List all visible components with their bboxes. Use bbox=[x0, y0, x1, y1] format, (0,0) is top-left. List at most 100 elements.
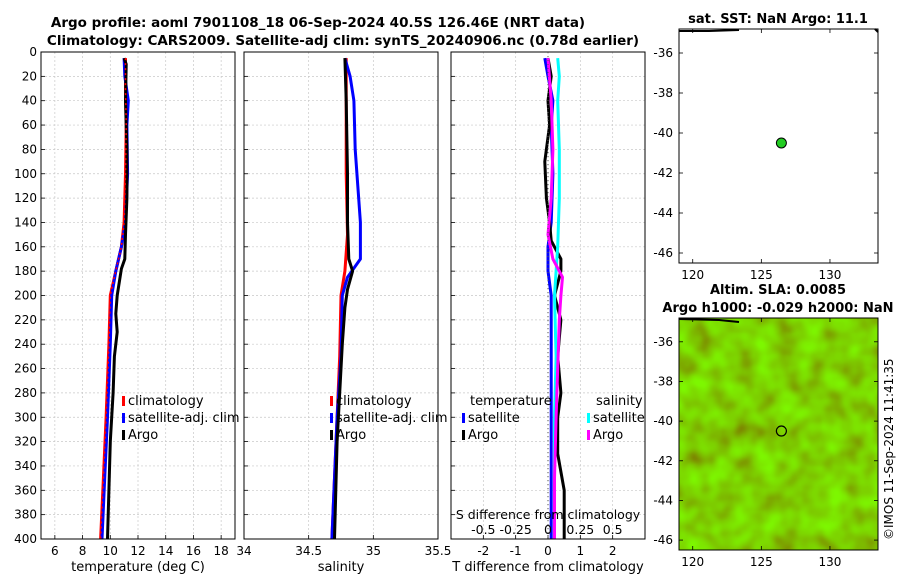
difference-series-temperature-argo bbox=[543, 57, 566, 539]
temperature-xlabel: temperature (deg C) bbox=[71, 560, 205, 575]
sst_map-frame bbox=[678, 28, 879, 264]
depth-tick-label: 400 bbox=[14, 532, 37, 546]
temperature-xtick-label: 6 bbox=[51, 544, 59, 558]
depth-tick-label: 340 bbox=[14, 459, 37, 473]
temperature-climatology-dots bbox=[99, 58, 127, 539]
temperature-legend-label: Argo bbox=[128, 428, 158, 443]
sst-map-title: sat. SST: NaN Argo: 11.1 bbox=[688, 12, 868, 27]
sla_map-xtick-label: 125 bbox=[750, 555, 773, 569]
sla_map-frame bbox=[678, 317, 879, 551]
sla_map-ytick-label: -36 bbox=[653, 335, 673, 349]
difference-salinity-legend-label: Argo bbox=[593, 428, 623, 443]
difference-xtick-label: 2 bbox=[609, 544, 617, 558]
temperature-xtick-label: 16 bbox=[186, 544, 201, 558]
salinity-legend-label: satellite-adj. clim bbox=[336, 411, 448, 426]
sst-argo-position-marker bbox=[775, 137, 787, 149]
salinity-xtick-label: 34 bbox=[236, 544, 251, 558]
depth-tick-label: 120 bbox=[14, 191, 37, 205]
temperature-panel: 0 20 40 60 80 100 120 140 160 180 200 220 240 260 280 3… bbox=[14, 45, 240, 575]
difference-xlabel: T difference from climatology bbox=[451, 560, 644, 575]
imos-timestamp: ©IMOS 11-Sep-2024 11:41:35 bbox=[882, 358, 896, 540]
depth-tick-label: 180 bbox=[14, 264, 37, 278]
temperature-xtick-label: 8 bbox=[79, 544, 87, 558]
temperature-legend-label: satellite-adj. clim bbox=[128, 411, 240, 426]
difference-series-group bbox=[543, 57, 566, 539]
salinity-xtick-label: 34.5 bbox=[295, 544, 322, 558]
sst-coastline bbox=[679, 29, 740, 32]
depth-tick-label: 220 bbox=[14, 313, 37, 327]
difference-salinity-legend-label: satellite bbox=[593, 411, 645, 426]
sla_map-ytick-label: -38 bbox=[653, 374, 673, 388]
depth-tick-label: 240 bbox=[14, 337, 37, 351]
temperature-legend-swatch bbox=[122, 430, 125, 440]
sla_map-panel: -36 -38 -40 -42 -44 -46 120 125 130 Altim. SLA: 0… bbox=[653, 283, 893, 569]
salinity-legend-swatch bbox=[330, 413, 333, 423]
depth-tick-label: 80 bbox=[22, 142, 37, 156]
depth-tick-label: 300 bbox=[14, 410, 37, 424]
salinity-series-argo bbox=[333, 58, 355, 539]
salinity-xlabel: salinity bbox=[318, 560, 365, 575]
depth-tick-label: 140 bbox=[14, 215, 37, 229]
salinity-legend-swatch bbox=[330, 430, 333, 440]
sst_map-ytick-label: -38 bbox=[653, 86, 673, 100]
temperature-series-satellite-adj-clim bbox=[100, 58, 130, 539]
depth-tick-label: 60 bbox=[22, 118, 37, 132]
depth-tick-label: 320 bbox=[14, 435, 37, 449]
difference-x2tick-label: 0.25 bbox=[566, 522, 594, 537]
difference-temperature-legend-label: satellite bbox=[468, 411, 520, 426]
depth-tick-label: 360 bbox=[14, 483, 37, 497]
sla_map-ytick-label: -44 bbox=[653, 493, 673, 507]
depth-tick-label: 160 bbox=[14, 240, 37, 254]
difference-xtick-label: 0 bbox=[544, 544, 552, 558]
sst_map-ytick-label: -44 bbox=[653, 206, 673, 220]
depth-tick-label: 380 bbox=[14, 508, 37, 522]
difference-x2label: S difference from climatology bbox=[456, 507, 641, 522]
sst_map-xtick-label: 130 bbox=[819, 268, 842, 282]
temperature-legend-swatch bbox=[122, 413, 125, 423]
difference-temperature-legend-label: Argo bbox=[468, 428, 498, 443]
salinity-xtick-label: 35 bbox=[366, 544, 381, 558]
difference-xtick-label: -2 bbox=[477, 544, 489, 558]
salinity-legend-label: climatology bbox=[336, 394, 412, 409]
salinity-panel: 34 34.5 35 35.5 salinity climatology satellite… bbox=[236, 51, 452, 575]
temperature-legend-swatch bbox=[122, 396, 125, 406]
sst_map-xtick-label: 120 bbox=[681, 268, 704, 282]
depth-tick-label: 280 bbox=[14, 386, 37, 400]
difference-series-temperature-satellite bbox=[543, 57, 555, 539]
difference-panel: -2 -1 0 1 2 T difference from climatology temp… bbox=[450, 51, 646, 575]
salinity-xtick-label: 35.5 bbox=[425, 544, 452, 558]
salinity-legend-label: Argo bbox=[336, 428, 366, 443]
salinity-frame bbox=[243, 51, 439, 540]
figure-title-line1: Argo profile: aoml 7901108_18 06-Sep-202… bbox=[51, 15, 585, 31]
sla-field-texture bbox=[679, 318, 878, 550]
depth-tick-label: 100 bbox=[14, 167, 37, 181]
sla-map-subtitle: Argo h1000: -0.029 h2000: NaN bbox=[662, 301, 893, 316]
temperature-xtick-label: 10 bbox=[103, 544, 118, 558]
difference-salinity-legend-swatch bbox=[587, 430, 590, 440]
salinity-series-group bbox=[330, 57, 362, 539]
sst_map-xtick-label: 125 bbox=[750, 268, 773, 282]
sla_map-ytick-label: -46 bbox=[653, 533, 673, 547]
difference-legend-title-temperature: temperature bbox=[470, 394, 552, 409]
temperature-xtick-label: 18 bbox=[214, 544, 229, 558]
sla_map-xtick-label: 120 bbox=[681, 555, 704, 569]
difference-xtick-label: 1 bbox=[577, 544, 585, 558]
sst_map-ytick-label: -46 bbox=[653, 246, 673, 260]
difference-x2tick-label: -0.5 bbox=[471, 522, 495, 537]
depth-tick-label: 20 bbox=[22, 69, 37, 83]
temperature-series-group bbox=[99, 57, 130, 539]
temperature-frame bbox=[40, 51, 236, 540]
sst_map-panel: -36 -38 -40 -42 -44 -46 120 125 130 sat. SST: NaN… bbox=[653, 12, 879, 282]
sla-map-title: Altim. SLA: 0.0085 bbox=[710, 283, 846, 298]
difference-temperature-legend-swatch bbox=[462, 430, 465, 440]
temperature-xtick-label: 12 bbox=[130, 544, 145, 558]
difference-legend-title-salinity: salinity bbox=[596, 394, 643, 409]
salinity-legend-swatch bbox=[330, 396, 333, 406]
difference-xtick-label: -1 bbox=[510, 544, 522, 558]
difference-x2tick-label: 0 bbox=[544, 522, 552, 537]
sst_map-ytick-label: -36 bbox=[653, 46, 673, 60]
figure-title-line2: Climatology: CARS2009. Satellite-adj cli… bbox=[47, 33, 639, 49]
depth-tick-label: 40 bbox=[22, 94, 37, 108]
temperature-xtick-label: 14 bbox=[158, 544, 173, 558]
